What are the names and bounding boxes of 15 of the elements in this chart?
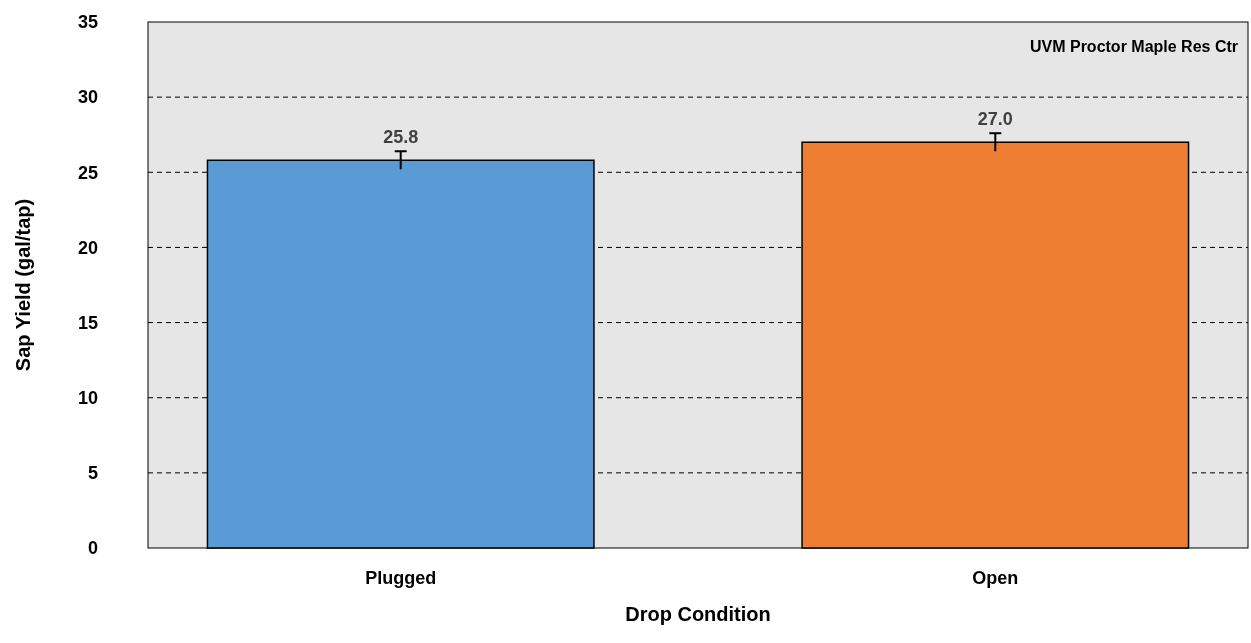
y-tick-label: 30 <box>77 87 98 108</box>
x-tick-label: Open <box>972 568 1019 588</box>
y-tick-label: 15 <box>77 312 98 333</box>
y-tick-label: 5 <box>87 463 98 484</box>
y-tick-label: 25 <box>77 162 98 183</box>
y-tick-label: 0 <box>87 538 98 559</box>
annotation: UVM Proctor Maple Res Ctr <box>1029 38 1238 55</box>
x-axis-title: Drop Condition <box>625 603 771 625</box>
data-label: 27.0 <box>977 109 1013 130</box>
y-tick-label: 10 <box>77 388 98 409</box>
data-label: 25.8 <box>383 127 419 148</box>
x-tick-label: Plugged <box>365 568 437 588</box>
y-tick-label: 35 <box>77 12 98 33</box>
y-axis-title: Sap Yield (gal/tap) <box>12 198 34 372</box>
y-tick-label: 20 <box>77 237 98 258</box>
